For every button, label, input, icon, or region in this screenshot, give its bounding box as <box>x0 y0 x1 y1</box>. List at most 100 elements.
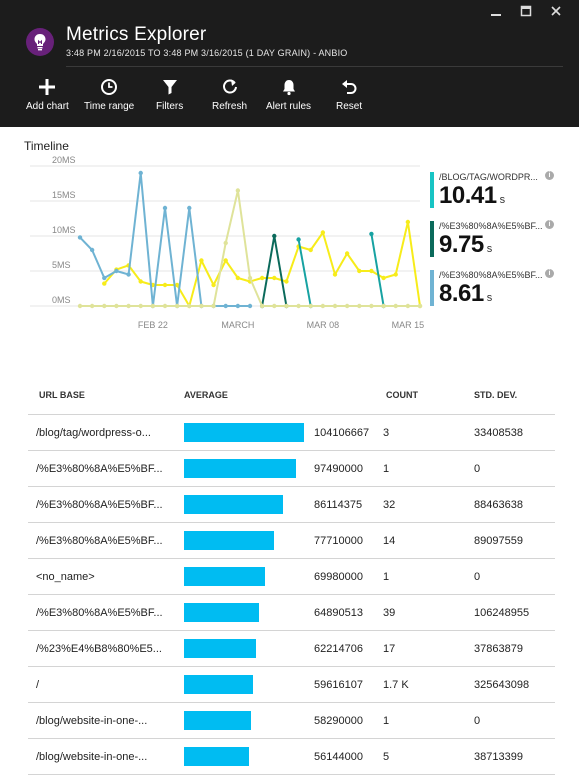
cell-average: 86114375 <box>314 499 363 511</box>
cell-url: /blog/tag/wordpress-o... <box>36 427 151 439</box>
legend-color-swatch <box>430 172 434 208</box>
cell-count: 3 <box>383 427 390 439</box>
table-row[interactable]: / 59616107 1.7 K 325643098 <box>28 667 555 703</box>
legend-color-swatch <box>430 270 434 306</box>
data-point <box>247 303 253 309</box>
cell-std-dev: 38713399 <box>474 751 523 763</box>
refresh-button[interactable]: Refresh <box>212 78 247 112</box>
data-point <box>89 303 95 309</box>
legend-item[interactable]: /%E3%80%8A%E5%BF... i 8.61 s <box>430 268 570 308</box>
data-point <box>89 247 95 253</box>
reset-button[interactable]: Reset <box>336 78 362 112</box>
table-row[interactable]: /%E3%80%8A%E5%BF... 86114375 32 88463638 <box>28 487 555 523</box>
data-point <box>308 247 313 253</box>
time-range-button[interactable]: Time range <box>84 78 134 112</box>
data-point <box>114 268 119 274</box>
column-header-url[interactable]: URL BASE <box>39 390 85 400</box>
cell-average: 62214706 <box>314 643 363 655</box>
data-point <box>393 272 398 277</box>
cell-url: /%E3%80%8A%E5%BF... <box>36 535 163 547</box>
close-icon[interactable] <box>541 2 571 20</box>
data-point <box>393 303 398 309</box>
data-point <box>162 282 168 288</box>
cell-std-dev: 33408538 <box>474 427 523 439</box>
cell-count: 17 <box>383 643 396 655</box>
legend-item[interactable]: /BLOG/TAG/WORDPR... i 10.41 s <box>430 170 570 210</box>
maximize-icon[interactable] <box>511 2 541 20</box>
cell-url: <no_name> <box>36 571 95 583</box>
info-icon[interactable]: i <box>545 220 554 229</box>
cell-average: 104106667 <box>314 427 370 439</box>
data-point <box>405 303 411 309</box>
data-point <box>357 268 362 274</box>
data-point <box>381 275 386 281</box>
column-header-count[interactable]: COUNT <box>386 390 418 400</box>
table-row[interactable]: <no_name> 69980000 1 0 <box>28 559 555 595</box>
blade-header: Metrics Explorer 3:48 PM 2/16/2015 TO 3:… <box>0 0 579 127</box>
time-range-label: Time range <box>84 101 135 112</box>
lightbulb-icon <box>26 28 54 56</box>
minimize-icon[interactable] <box>481 2 511 20</box>
cell-count: 1 <box>383 715 390 727</box>
data-point <box>223 303 228 309</box>
data-point <box>174 282 180 288</box>
data-point <box>126 303 131 309</box>
y-tick-label: 5MS <box>52 260 71 270</box>
cell-url: /%E3%80%8A%E5%BF... <box>36 463 163 475</box>
url-table: URL BASE AVERAGE COUNT STD. DEV. /blog/t… <box>28 379 555 775</box>
cell-url: /blog/website-in-one-... <box>36 715 148 727</box>
table-row[interactable]: /blog/tag/wordpress-o... 104106667 3 334085… <box>28 415 555 451</box>
table-row[interactable]: /%E3%80%8A%E5%BF... 77710000 14 89097559 <box>28 523 555 559</box>
legend-value-unit: s <box>486 243 493 255</box>
column-header-average[interactable]: AVERAGE <box>184 390 228 400</box>
data-point <box>272 275 277 281</box>
table-row[interactable]: /blog/website-in-one-... 56144000 5 3871339… <box>28 739 555 775</box>
data-point <box>223 258 228 263</box>
table-header: URL BASE AVERAGE COUNT STD. DEV. <box>28 379 555 415</box>
legend-item[interactable]: /%E3%80%8A%E5%BF... i 9.75 s <box>430 219 570 259</box>
cell-std-dev: 325643098 <box>474 679 530 691</box>
average-bar <box>184 639 256 658</box>
data-point <box>199 303 204 309</box>
cell-count: 32 <box>383 499 396 511</box>
info-icon[interactable]: i <box>545 171 554 180</box>
cell-average: 64890513 <box>314 607 363 619</box>
cell-std-dev: 88463638 <box>474 499 523 511</box>
table-row[interactable]: /%E3%80%8A%E5%BF... 64890513 39 106248955 <box>28 595 555 631</box>
data-point <box>77 303 83 309</box>
add-chart-button[interactable]: Add chart <box>26 78 69 112</box>
data-point <box>308 303 313 309</box>
cell-std-dev: 0 <box>474 715 481 727</box>
table-row[interactable]: /%23%E4%B8%80%E5... 62214706 17 37863879 <box>28 631 555 667</box>
cell-average: 69980000 <box>314 571 363 583</box>
data-point <box>405 219 411 225</box>
x-tick-label: MARCH <box>221 320 254 330</box>
legend-color-swatch <box>430 221 434 257</box>
cell-std-dev: 0 <box>474 571 481 583</box>
reset-label: Reset <box>336 101 363 112</box>
data-point <box>235 275 241 281</box>
data-point <box>417 303 423 309</box>
undo-icon <box>342 80 357 94</box>
data-point <box>284 303 289 309</box>
cell-std-dev: 37863879 <box>474 643 523 655</box>
cell-average: 56144000 <box>314 751 363 763</box>
cell-url: /blog/website-in-one-... <box>36 751 148 763</box>
data-point <box>320 230 326 235</box>
timeline-chart[interactable]: 0MS 5MS 10MS 15MS 20MS FEB 22 MARCH MAR 08 MAR 1… <box>0 150 430 340</box>
table-row[interactable]: /blog/website-in-one-... 58290000 1 0 <box>28 703 555 739</box>
info-icon[interactable]: i <box>545 269 554 278</box>
x-tick-label: FEB 22 <box>138 320 168 330</box>
y-tick-label: 15MS <box>52 190 76 200</box>
filters-label: Filters <box>156 101 184 112</box>
legend-value-number: 8.61 <box>439 280 484 307</box>
cell-std-dev: 89097559 <box>474 535 523 547</box>
filters-button[interactable]: Filters <box>156 78 183 112</box>
table-row[interactable]: /%E3%80%8A%E5%BF... 97490000 1 0 <box>28 451 555 487</box>
header-divider <box>66 66 563 67</box>
alert-rules-button[interactable]: Alert rules <box>266 78 311 112</box>
cell-count: 1 <box>383 463 390 475</box>
data-point <box>199 258 204 263</box>
column-header-std-dev[interactable]: STD. DEV. <box>474 390 518 400</box>
average-bar <box>184 459 297 478</box>
